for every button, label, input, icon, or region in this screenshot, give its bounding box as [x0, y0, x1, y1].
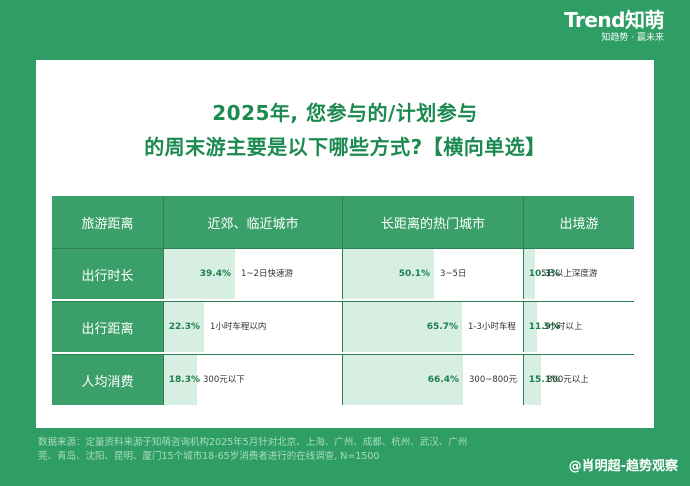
table-cell: 39.4% 1~2日快速游 — [164, 248, 343, 299]
percent-label: 50.1% — [398, 269, 430, 279]
percent-label: 66.4% — [427, 375, 459, 385]
table-cell: 50.1% 3~5日 — [343, 248, 524, 299]
brand-name: Trend知萌 — [564, 8, 664, 32]
data-source-note: 数据来源：定量资料来源于知萌咨询机构2025年5月针对北京、上海、广州、成都、杭… — [38, 436, 558, 464]
header-travel-distance: 旅游距离 — [52, 196, 164, 248]
option-label: 800元以上 — [547, 375, 589, 385]
percent-label: 22.3% — [168, 322, 200, 332]
option-label: 3小时以上 — [543, 322, 583, 332]
value-bar — [164, 249, 235, 299]
table-cell: 66.4% 300~800元 — [343, 354, 524, 405]
chart-title-line-2: 的周末游主要是以下哪些方式?【横向单选】 — [144, 135, 546, 159]
option-label: 300~800元 — [469, 375, 518, 385]
brand-slogan: 知趋势 · 赢未来 — [601, 33, 664, 43]
row-label: 出行距离 — [52, 301, 164, 352]
data-source-line-2: 莞、青岛、沈阳、昆明、厦门15个城市18-65岁消费者进行的在线调查, N=15… — [38, 451, 380, 462]
option-label: 1-3小时车程 — [468, 322, 516, 332]
value-bar — [524, 249, 535, 299]
value-bar — [343, 249, 434, 299]
option-label: 5日以上深度游 — [541, 269, 598, 279]
option-label: 1~2日快速游 — [241, 269, 293, 279]
chart-title: 2025年, 您参与的/计划参与 的周末游主要是以下哪些方式?【横向单选】 — [0, 96, 690, 164]
table-cell: 22.3% 1小时车程以内 — [164, 301, 343, 352]
percent-label: 65.7% — [426, 322, 458, 332]
chart-title-line-1: 2025年, 您参与的/计划参与 — [212, 101, 478, 125]
value-bar — [164, 302, 204, 352]
survey-table: 旅游距离 近郊、临近城市 长距离的热门城市 出境游出行时长 39.4% 1~2日快速游 50… — [52, 196, 634, 408]
percent-label: 11.9% — [528, 322, 560, 332]
percent-label: 18.3% — [168, 375, 200, 385]
value-bar — [524, 355, 541, 405]
column-header: 出境游 — [524, 196, 634, 248]
value-bar — [343, 302, 462, 352]
brand-logo: Trend知萌 知趋势 · 赢未来 — [564, 8, 664, 44]
value-bar — [343, 355, 463, 405]
table-cell: 15.1% 800元以上 — [524, 354, 634, 405]
table-cell: 18.3% 300元以下 — [164, 354, 343, 405]
data-source-line-1: 数据来源：定量资料来源于知萌咨询机构2025年5月针对北京、上海、广州、成都、杭… — [38, 437, 468, 448]
column-header: 长距离的热门城市 — [343, 196, 524, 248]
percent-label: 15.1% — [528, 375, 560, 385]
row-label: 人均消费 — [52, 354, 164, 405]
option-label: 300元以下 — [203, 375, 245, 385]
percent-label: 39.4% — [199, 269, 231, 279]
percent-label: 10.3% — [528, 269, 560, 279]
table-cell: 11.9% 3小时以上 — [524, 301, 634, 352]
table-cell: 65.7% 1-3小时车程 — [343, 301, 524, 352]
row-label: 出行时长 — [52, 248, 164, 299]
column-header: 近郊、临近城市 — [164, 196, 343, 248]
option-label: 1小时车程以内 — [210, 322, 267, 332]
value-bar — [524, 302, 537, 352]
option-label: 3~5日 — [440, 269, 467, 279]
value-bar — [164, 355, 197, 405]
watermark: @肖明超-趋势观察 — [568, 459, 678, 474]
table-cell: 10.3% 5日以上深度游 — [524, 248, 634, 299]
